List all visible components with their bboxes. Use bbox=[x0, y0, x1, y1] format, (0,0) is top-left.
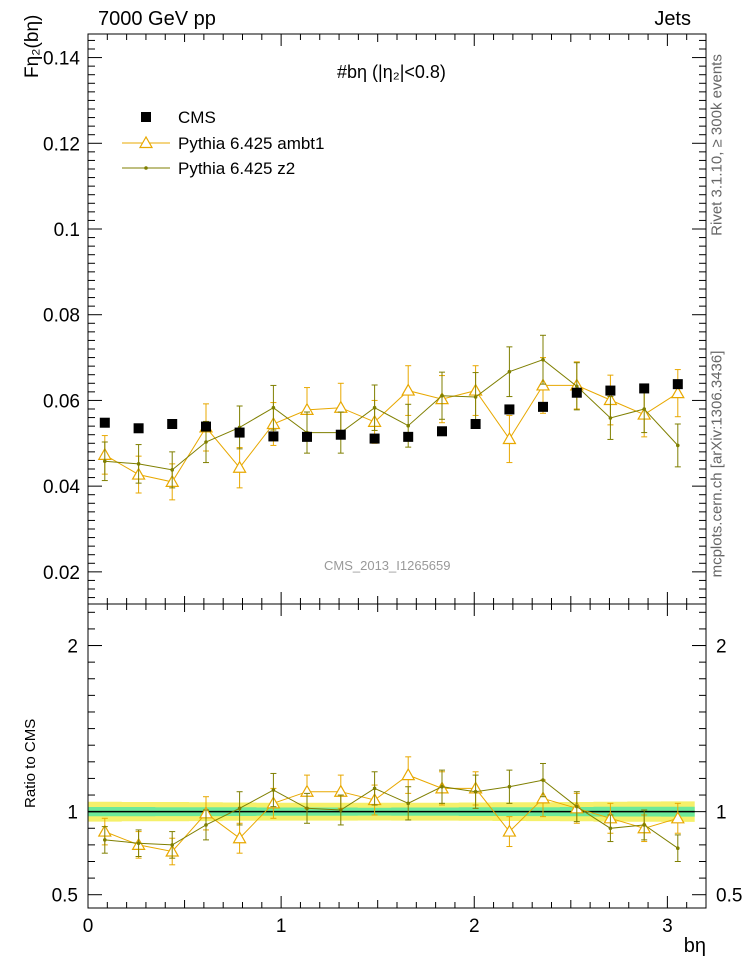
ratio-pythia-6-425-ambt1-point bbox=[670, 811, 685, 824]
y-tick-label: 0.06 bbox=[43, 391, 80, 412]
main-pythia-6-425-z2-point bbox=[406, 423, 411, 428]
ratio-pythia-6-425-z2-point bbox=[372, 786, 377, 791]
ratio-y-tick-label-right: 0.5 bbox=[716, 886, 742, 907]
ratio-pythia-6-425-z2-point bbox=[473, 789, 478, 794]
main-pythia-6-425-z2-point bbox=[541, 357, 545, 362]
main-pythia-6-425-z2-point bbox=[676, 443, 680, 448]
main-pythia-6-425-z2-line bbox=[104, 359, 679, 471]
main-cms-point bbox=[470, 419, 481, 429]
main-cms-point bbox=[605, 385, 616, 396]
ratio-y-tick-label-right: 2 bbox=[716, 637, 727, 658]
y-tick-label: 0.02 bbox=[43, 563, 80, 584]
y-tick-label: 0.04 bbox=[43, 477, 80, 498]
x-tick-label: 0 bbox=[83, 916, 94, 937]
energy-label: 7000 GeV pp bbox=[98, 8, 216, 30]
main-pythia-6-425-z2-point bbox=[271, 405, 276, 410]
y-tick-label: 0.1 bbox=[54, 220, 80, 241]
ratio-pythia-6-425-z2-point bbox=[676, 846, 680, 850]
main-cms-point bbox=[234, 427, 245, 438]
ratio-uncertainty-band bbox=[87, 801, 695, 822]
ratio-pythia-6-425-z2-point bbox=[541, 778, 545, 782]
main-cms-point bbox=[200, 421, 211, 432]
watermark-label: CMS_2013_I1265659 bbox=[324, 558, 451, 573]
legend-marker bbox=[144, 166, 148, 170]
main-cms-point bbox=[268, 431, 279, 442]
ratio-pythia-6-425-z2-point bbox=[271, 788, 276, 792]
plot-title: #bη (|η₂|<0.8) bbox=[337, 62, 446, 82]
ratio-pythia-6-425-z2-point bbox=[237, 806, 242, 811]
x-tick-label: 3 bbox=[662, 916, 673, 937]
y-tick-label: 0.08 bbox=[43, 306, 80, 327]
main-pythia-6-425-z2-point bbox=[507, 369, 512, 374]
ratio-pythia-6-425-z2-point bbox=[406, 801, 411, 806]
main-pythia-6-425-z2-point bbox=[608, 416, 613, 420]
ratio-pythia-6-425-z2-point bbox=[204, 823, 208, 827]
legend-label: Pythia 6.425 z2 bbox=[178, 159, 295, 178]
ratio-pythia-6-425-ambt1-point bbox=[502, 824, 517, 837]
main-pythia-6-425-ambt1-point bbox=[670, 385, 685, 399]
y-tick-label: 0.12 bbox=[43, 134, 80, 155]
main-cms-point bbox=[99, 417, 110, 428]
ratio-pythia-6-425-z2-point bbox=[507, 784, 512, 789]
main-pythia-6-425-ambt1-point bbox=[232, 460, 247, 473]
main-cms-point bbox=[436, 426, 447, 437]
legend: CMS Pythia 6.425 ambt1 Pythia 6.425 z2 bbox=[122, 108, 324, 178]
category-label: Jets bbox=[654, 8, 691, 30]
ratio-y-axis-title: Ratio to CMS bbox=[22, 718, 39, 808]
ratio-y-tick-label: 1 bbox=[67, 803, 78, 824]
ratio-pythia-6-425-z2-line bbox=[104, 779, 679, 849]
main-cms-point bbox=[504, 404, 515, 415]
ratio-y-tick-label-right: 1 bbox=[716, 803, 727, 824]
ratio-plot-frame bbox=[87, 603, 707, 909]
ratio-pythia-6-425-z2-point bbox=[440, 784, 444, 789]
ratio-pythia-6-425-z2-point bbox=[574, 804, 579, 809]
ratio-y-tick-label: 0.5 bbox=[52, 886, 78, 907]
main-cms-point bbox=[403, 431, 414, 442]
main-pythia-6-425-ambt1-line bbox=[104, 384, 679, 483]
main-cms-point bbox=[369, 433, 380, 444]
main-pythia-6-425-z2-point bbox=[574, 384, 579, 389]
legend-marker-cms bbox=[141, 112, 151, 122]
main-pythia-6-425-z2-point bbox=[440, 393, 444, 398]
ratio-pythia-6-425-z2-point bbox=[305, 806, 309, 811]
main-pythia-6-425-z2-point bbox=[642, 407, 646, 411]
y-axis-title: Fη₂(bη) bbox=[22, 14, 43, 78]
main-pythia-6-425-ambt1-point bbox=[502, 431, 517, 445]
main-cms-point bbox=[538, 401, 549, 412]
main-pythia-6-425-ambt1-point bbox=[401, 383, 416, 396]
legend-label: CMS bbox=[178, 108, 216, 127]
ratio-pythia-6-425-z2-point bbox=[103, 838, 107, 842]
ratio-pythia-6-425-ambt1-point bbox=[232, 831, 247, 844]
main-cms-point bbox=[571, 387, 582, 398]
main-cms-point bbox=[133, 423, 144, 434]
main-cms-point bbox=[639, 383, 650, 394]
ratio-pythia-6-425-ambt1-point bbox=[535, 791, 551, 804]
legend-label: Pythia 6.425 ambt1 bbox=[178, 134, 324, 153]
main-pythia-6-425-ambt1-point bbox=[535, 378, 551, 391]
main-cms-point bbox=[335, 429, 346, 440]
legend-marker bbox=[138, 135, 154, 149]
ratio-pythia-6-425-z2-point bbox=[608, 826, 613, 831]
ratio-pythia-6-425-z2-point bbox=[339, 808, 343, 812]
main-pythia-6-425-z2-point bbox=[372, 405, 377, 410]
ratio-pythia-6-425-z2-point bbox=[642, 823, 646, 827]
y-tick-label: 0.14 bbox=[43, 49, 80, 70]
main-cms-point bbox=[167, 419, 178, 429]
ratio-pythia-6-425-z2-point bbox=[170, 843, 175, 847]
x-tick-label: 1 bbox=[276, 916, 287, 937]
main-pythia-6-425-z2-point bbox=[136, 462, 141, 466]
main-cms-point bbox=[672, 379, 683, 390]
main-pythia-6-425-z2-point bbox=[204, 440, 208, 444]
main-cms-point bbox=[302, 431, 313, 442]
ratio-pythia-6-425-z2-point bbox=[136, 841, 141, 846]
x-axis-title: bη bbox=[683, 935, 706, 957]
x-tick-label: 2 bbox=[469, 916, 480, 937]
main-pythia-6-425-z2-point bbox=[473, 395, 478, 399]
main-pythia-6-425-z2-point bbox=[103, 459, 107, 464]
ratio-y-tick-label: 2 bbox=[67, 637, 78, 658]
main-pythia-6-425-ambt1-point bbox=[333, 400, 348, 413]
main-pythia-6-425-z2-point bbox=[170, 468, 175, 472]
ratio-pythia-6-425-ambt1-point bbox=[401, 767, 416, 781]
